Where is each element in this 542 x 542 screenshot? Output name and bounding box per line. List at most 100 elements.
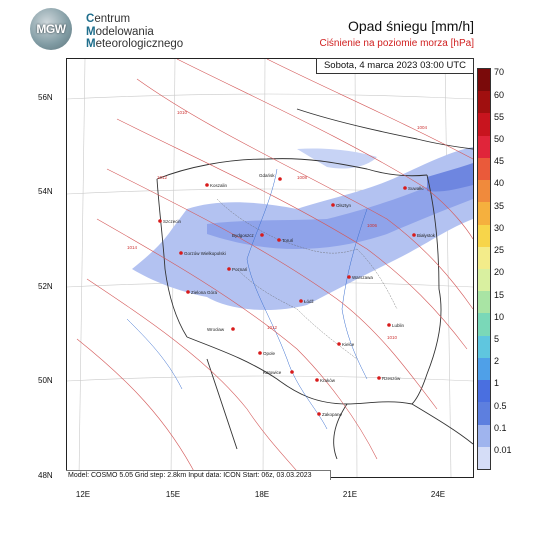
- colorbar-segment: [478, 113, 490, 137]
- city-warszawa: Warszawa: [347, 275, 373, 280]
- colorbar-segment: [478, 424, 490, 448]
- isobar-label: 1008: [297, 175, 308, 180]
- isobar-label: 1012: [157, 175, 168, 180]
- city-katowice: Katowice: [263, 370, 294, 375]
- city-label: Poznań: [232, 267, 248, 272]
- map-subtitle: Ciśnienie na poziomie morza [hPa]: [319, 38, 474, 49]
- logo-badge: MGW: [30, 8, 72, 50]
- city-label: Wrocław: [207, 327, 225, 332]
- rivers: [126, 168, 368, 430]
- map-title: Opad śniegu [mm/h]: [347, 18, 474, 34]
- city-label: Koszalin: [210, 183, 228, 188]
- snow-field: [132, 147, 473, 311]
- city-rzeszow: Rzeszów: [377, 376, 401, 381]
- colorbar-label: 20: [494, 267, 505, 278]
- city-label: Gorzów Wielkopolski: [184, 251, 226, 256]
- city-label: Suwałki: [408, 186, 424, 191]
- colorbar-segment: [478, 246, 490, 270]
- isobar-labels: 1010 1008 1006 1012 1014 1012 1010 1004: [127, 110, 428, 340]
- city-zakopane: Zakopane: [317, 412, 343, 417]
- isobar-label: 1012: [267, 325, 278, 330]
- colorbar-label: 10: [494, 311, 505, 322]
- city-label: Zakopane: [322, 412, 343, 417]
- colorbar-label: 30: [494, 222, 505, 233]
- logo-initial: M: [86, 38, 96, 50]
- city-poznan: Poznań: [227, 267, 248, 272]
- colorbar-label: 15: [494, 289, 505, 300]
- lat-tick: 56N: [38, 93, 53, 102]
- colorbar-label: 5: [494, 334, 500, 344]
- colorbar-segment: [478, 291, 490, 314]
- city-label: Kielce: [342, 342, 355, 347]
- city-krakow: Kraków: [315, 378, 336, 383]
- logo-badge-text: MGW: [36, 22, 66, 36]
- city-label: Lublin: [392, 323, 405, 328]
- colorbar-label: 25: [494, 245, 505, 256]
- city-lodz: Łódź: [299, 299, 315, 304]
- map-canvas: 1010 1008 1006 1012 1014 1012 1010 1004 …: [67, 59, 473, 477]
- colorbar-label: 40: [494, 178, 505, 189]
- city-label: Warszawa: [352, 275, 373, 280]
- lon-tick: 12E: [75, 490, 91, 499]
- city-opole: Opole: [258, 351, 276, 356]
- colorbar-segment: [478, 357, 490, 381]
- isobar-label: 1004: [417, 125, 428, 130]
- city-bydgoszcz: Bydgoszcz: [232, 233, 264, 238]
- logo-word: entrum: [94, 13, 131, 25]
- lat-tick: 48N: [38, 471, 53, 480]
- colorbar-label: 1: [494, 378, 500, 389]
- isobar-label: 1010: [177, 110, 188, 115]
- city-bialystok: Białystok: [412, 233, 436, 238]
- city-label: Bydgoszcz: [232, 233, 255, 238]
- colorbar-segment: [478, 180, 490, 203]
- isobars: [76, 59, 473, 477]
- colorbar-label: 70: [494, 67, 505, 78]
- colorbar-label: 0.01: [494, 445, 512, 456]
- city-label: Rzeszów: [382, 376, 401, 381]
- lon-tick: 18E: [254, 490, 270, 499]
- colorbar-label: 55: [494, 111, 505, 122]
- city-label: Kraków: [320, 378, 336, 383]
- city-label: Olsztyn: [336, 203, 352, 208]
- city-gorzow: Gorzów Wielkopolski: [179, 251, 226, 256]
- colorbar-segment: [478, 202, 490, 226]
- city-olsztyn: Olsztyn: [331, 203, 352, 208]
- colorbar-segment: [478, 224, 490, 248]
- colorbar-label: 60: [494, 89, 505, 100]
- city-lublin: Lublin: [387, 323, 405, 328]
- cities: Gdańsk Koszalin Olsztyn Suwałki Szczecin…: [158, 173, 436, 417]
- colorbar-segment: [478, 335, 490, 359]
- isobar-label: 1010: [387, 335, 398, 340]
- lat-tick: 52N: [38, 282, 53, 291]
- model-info: Model: COSMO 5.05 Grid step: 2.8km Input…: [66, 470, 331, 480]
- city-label: Łódź: [304, 299, 315, 304]
- colorbar-segment: [478, 91, 490, 114]
- city-suwalki: Suwałki: [403, 186, 424, 191]
- logo-initial: C: [86, 13, 95, 25]
- isobar-label: 1014: [127, 245, 138, 250]
- city-label: Gdańsk: [259, 173, 275, 178]
- colorbar-segment: [478, 157, 490, 181]
- lat-tick: 50N: [38, 376, 53, 385]
- lon-tick: 15E: [165, 490, 181, 499]
- colorbar-segment: [478, 380, 490, 403]
- city-zielona-gora: Zielona Góra: [186, 290, 218, 295]
- city-koszalin: Koszalin: [205, 183, 228, 188]
- isobar-label: 1006: [367, 223, 378, 228]
- colorbar-segment: [478, 69, 490, 92]
- city-label: Białystok: [417, 233, 436, 238]
- logo-word: eteorologicznego: [95, 38, 184, 50]
- city-torun: Toruń: [277, 238, 294, 243]
- city-label: Katowice: [263, 370, 282, 375]
- city-szczecin: Szczecin: [158, 219, 182, 224]
- colorbar-segment: [478, 313, 490, 337]
- city-gdansk: Gdańsk: [259, 173, 282, 181]
- logo-initial: M: [86, 25, 96, 38]
- colorbar-label: 2: [494, 356, 500, 367]
- colorbar-segment: [478, 269, 490, 292]
- colorbar-segment: [478, 446, 490, 470]
- lon-tick: 24E: [430, 490, 446, 499]
- city-label: Opole: [263, 351, 276, 356]
- country-borders: [156, 108, 473, 460]
- lon-tick: 21E: [342, 490, 358, 499]
